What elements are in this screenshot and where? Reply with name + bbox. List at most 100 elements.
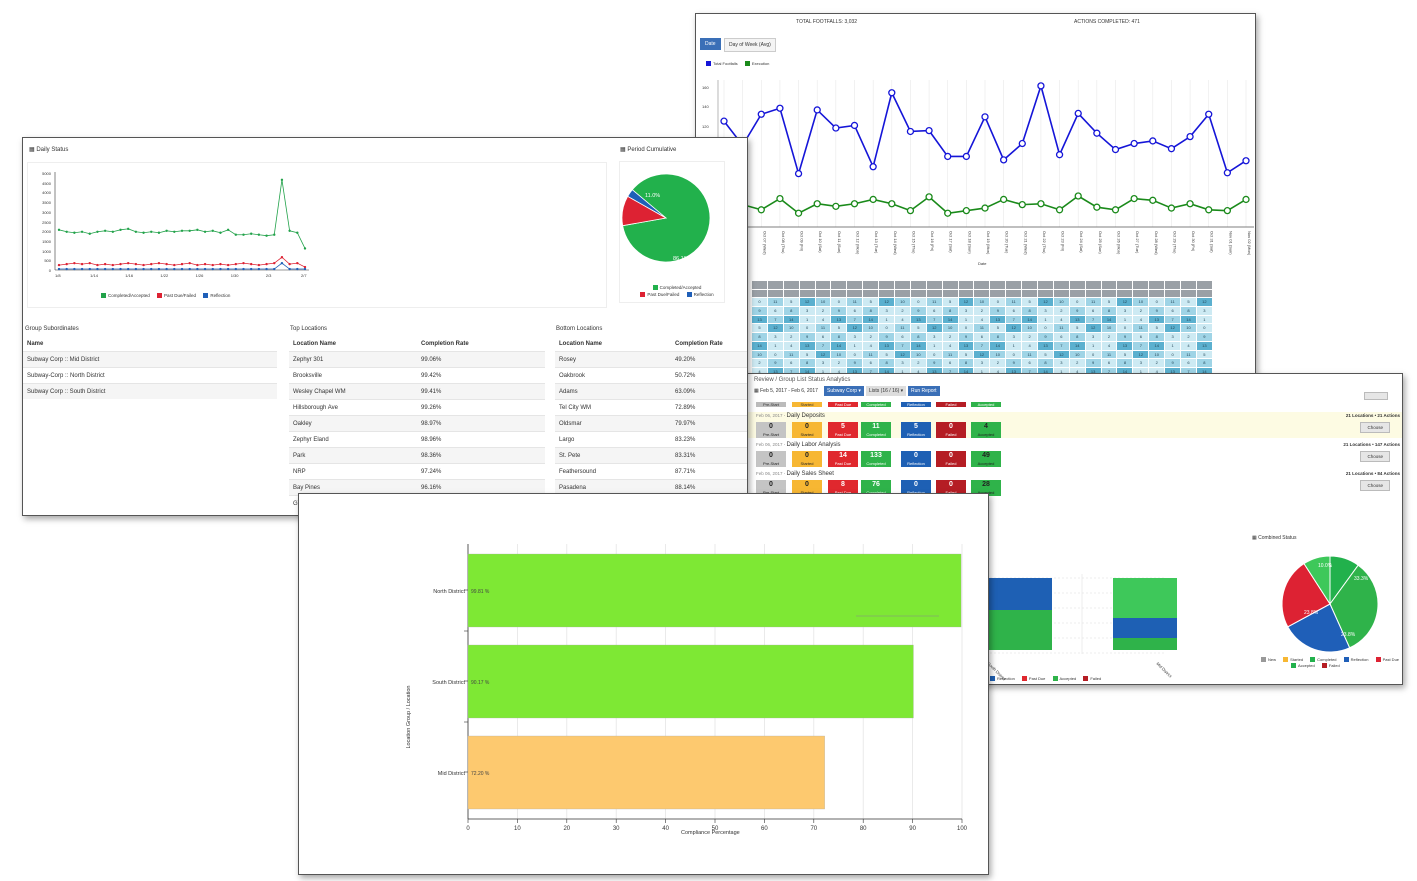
heatmap-cell: [1101, 281, 1117, 289]
location-row[interactable]: St. Pete 83.31%: [555, 447, 747, 463]
subordinate-row[interactable]: Subway Corp :: Mid District: [23, 351, 277, 367]
heatmap-cell: 3: [1117, 307, 1133, 315]
status-count-past-due[interactable]: 8 Past Due: [828, 480, 858, 496]
status-count-pre-start[interactable]: 0 Pre-Start: [756, 451, 786, 467]
status-count-reflection[interactable]: 5 Reflection: [901, 422, 931, 438]
status-count-started[interactable]: 0 Started: [792, 422, 822, 438]
status-count-label: Reflection: [901, 490, 931, 495]
status-count-completed[interactable]: 76 Completed: [861, 480, 891, 496]
heatmap-cell: [847, 289, 863, 298]
location-row[interactable]: Bay Pines 96.16%: [289, 479, 545, 495]
status-count-failed[interactable]: 0 Failed: [936, 451, 966, 467]
status-count-past-due[interactable]: 5 Past Due: [828, 422, 858, 438]
location-row[interactable]: Oldsmar 79.97%: [555, 415, 747, 431]
compliance-bar[interactable]: [467, 553, 962, 628]
location-row[interactable]: Pasadena 88.14%: [555, 479, 747, 495]
status-count-reflection[interactable]: 0 Reflection: [901, 451, 931, 467]
data-point: [157, 231, 161, 234]
location-row[interactable]: Hillsborough Ave 99.26%: [289, 399, 545, 415]
tab-day-of-week[interactable]: Day of Week (Avg): [724, 38, 776, 52]
completion-rate: 50.72%: [675, 373, 696, 379]
heatmap-cell: 2: [974, 307, 990, 315]
heatmap-cell: 14: [1117, 367, 1133, 376]
heatmap-cell: [783, 281, 799, 289]
heatmap-cell: 7: [767, 315, 783, 324]
heatmap-cell: 2: [831, 359, 847, 367]
heatmap-cell: 10: [815, 298, 831, 307]
location-row[interactable]: Wesley Chapel WM 99.41%: [289, 383, 545, 399]
date-label: Oct 23 (Fri): [1061, 231, 1066, 252]
date-range[interactable]: ▦ Feb 5, 2017 - Feb 6, 2017: [754, 388, 818, 394]
location-row[interactable]: NRP 97.24%: [289, 463, 545, 479]
heatmap-cell: 14: [831, 341, 847, 350]
location-row[interactable]: Oakley 98.97%: [289, 415, 545, 431]
status-count-accepted[interactable]: 4 Accepted: [971, 422, 1001, 438]
heatmap-cell: 5: [958, 350, 974, 359]
heatmap-cell: [783, 289, 799, 298]
location-row[interactable]: Park 98.36%: [289, 447, 545, 463]
heatmap-cell: 13: [1196, 341, 1212, 350]
org-filter-button[interactable]: Subway Corp ▾: [824, 386, 864, 396]
status-count-started[interactable]: 0 Started: [792, 480, 822, 496]
data-point: [226, 228, 230, 232]
row-summary: 21 Locations • 147 Actions: [1343, 442, 1400, 447]
date-label: Nov 02 (Mon): [1247, 231, 1252, 256]
data-point: [242, 233, 245, 236]
heatmap-cell: 14: [958, 367, 974, 376]
tab-date[interactable]: Date: [700, 38, 721, 50]
location-row[interactable]: Largo 83.23%: [555, 431, 747, 447]
heatmap-cell: 11: [1022, 350, 1038, 359]
data-point: [196, 267, 199, 271]
location-name: Rosey: [559, 357, 577, 363]
lists-filter-button[interactable]: Lists (16 / 16) ▾: [866, 386, 907, 396]
heatmap-cell: 7: [1085, 315, 1101, 324]
heatmap-cell: 2: [1053, 307, 1069, 315]
heatmap-cell: 12: [1133, 350, 1149, 359]
status-count-failed[interactable]: 0 Failed: [936, 422, 966, 438]
subordinate-row[interactable]: Subway Corp :: South District: [23, 383, 277, 399]
date-label: Oct 07 (Wed): [762, 231, 767, 255]
data-point: [80, 230, 84, 233]
status-count-accepted[interactable]: 49 Accepted: [971, 451, 1001, 467]
location-row[interactable]: Feathersound 87.71%: [555, 463, 747, 479]
status-count-pre-start[interactable]: 0 Pre-Start: [756, 422, 786, 438]
heatmap-cell: 7: [1165, 315, 1181, 324]
choose-button[interactable]: Choose: [1360, 480, 1390, 491]
compliance-bar[interactable]: [467, 735, 825, 810]
choose-button[interactable]: Choose: [1360, 422, 1390, 433]
heatmap-cell: 4: [815, 315, 831, 324]
location-row[interactable]: Oakbrook 50.72%: [555, 367, 747, 383]
heatmap-cell: [910, 289, 926, 298]
status-count-completed[interactable]: 11 Completed: [861, 422, 891, 438]
data-point: [203, 230, 207, 233]
compliance-bar[interactable]: [467, 644, 914, 719]
pie-slice: [1281, 562, 1331, 628]
heatmap-cell: 10: [783, 324, 799, 333]
status-count-accepted[interactable]: 28 Accepted: [971, 480, 1001, 496]
location-row[interactable]: Tel City WM 72.89%: [555, 399, 747, 415]
location-row[interactable]: Rosey 49.20%: [555, 351, 747, 367]
status-count-past-due[interactable]: 14 Past Due: [828, 451, 858, 467]
status-count-started[interactable]: 0 Started: [792, 451, 822, 467]
run-report-button[interactable]: Run Report: [908, 386, 940, 396]
location-row[interactable]: Zephyr 301 99.06%: [289, 351, 545, 367]
status-count-label: Accepted: [971, 490, 1001, 495]
heatmap-cell: 11: [815, 324, 831, 333]
data-point: [126, 227, 130, 231]
data-point: [234, 233, 238, 236]
location-row[interactable]: Adams 63.09%: [555, 383, 747, 399]
status-count-pre-start[interactable]: 0 Pre-Start: [756, 480, 786, 496]
location-row[interactable]: Zephyr Eland 98.96%: [289, 431, 545, 447]
location-row[interactable]: Brooksville 99.42%: [289, 367, 545, 383]
subordinate-row[interactable]: Subway-Corp :: North District: [23, 367, 277, 383]
status-count-completed[interactable]: 133 Completed: [861, 451, 891, 467]
status-count-failed[interactable]: 0 Failed: [936, 480, 966, 496]
status-count-reflection[interactable]: 0 Reflection: [901, 480, 931, 496]
data-point: [165, 267, 168, 271]
choose-button[interactable]: [1364, 392, 1388, 400]
choose-button[interactable]: Choose: [1360, 451, 1390, 462]
status-count-value: 0: [949, 423, 953, 430]
completion-rate: 72.89%: [675, 405, 696, 411]
legend-completed-accepted: Completed/Accepted: [108, 293, 150, 298]
heatmap-cell: 8: [1149, 333, 1165, 341]
